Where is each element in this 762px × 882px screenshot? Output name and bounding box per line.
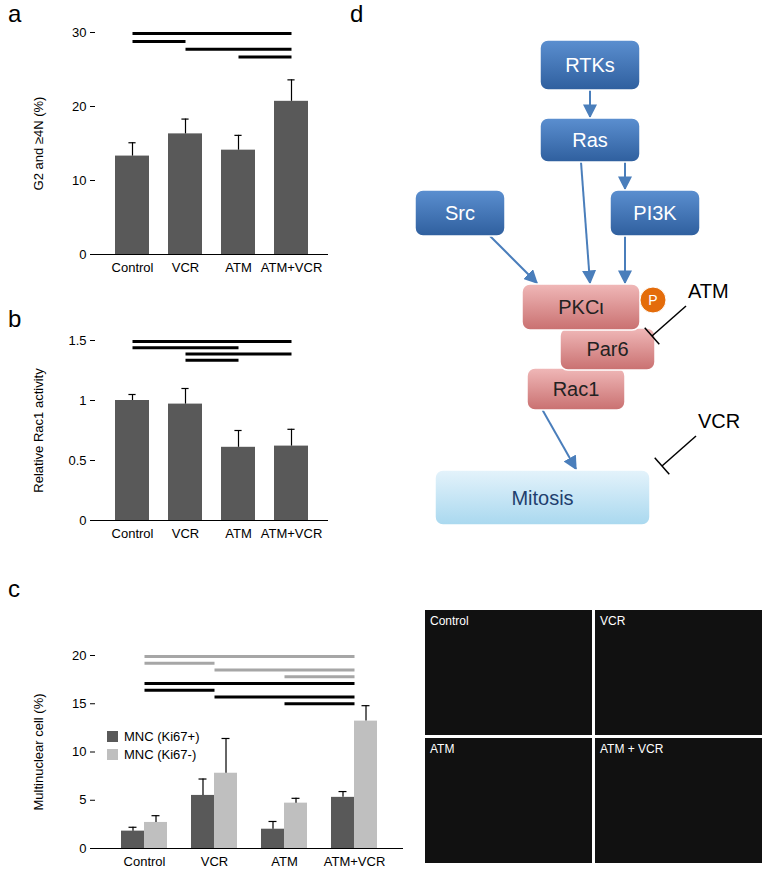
svg-text:ATM: ATM [225,526,251,541]
svg-text:20: 20 [72,99,86,114]
svg-text:VCR: VCR [698,410,740,432]
svg-text:ATM: ATM [225,260,251,275]
html-text:c: c [8,575,20,602]
svg-text:ATM+VCR: ATM+VCR [261,260,323,275]
svg-text:RTKs: RTKs [565,54,615,76]
svg-text:Multinuclear cell (%): Multinuclear cell (%) [31,693,46,810]
html-text:a: a [8,0,22,27]
svg-text:ATM + VCR: ATM + VCR [600,742,664,756]
svg-text:1: 1 [79,393,86,408]
svg-text:PKCι: PKCι [558,296,604,318]
svg-text:Control: Control [430,614,469,628]
html-text:MNC (Ki67+): MNC (Ki67+) [124,729,200,745]
svg-text:Control: Control [112,526,154,541]
svg-text:15: 15 [72,696,86,711]
svg-text:VCR: VCR [201,854,228,869]
svg-text:0.5: 0.5 [68,453,86,468]
svg-text:Src: Src [445,202,475,224]
svg-text:20: 20 [72,648,86,663]
svg-text:P: P [648,292,657,308]
svg-text:ATM: ATM [271,854,297,869]
svg-text:VCR: VCR [172,526,199,541]
svg-text:1.5: 1.5 [68,333,86,348]
svg-text:5: 5 [79,792,86,807]
svg-text:10: 10 [72,173,86,188]
svg-text:0: 0 [79,513,86,528]
svg-text:ATM: ATM [688,280,729,302]
html-text:b: b [8,305,22,332]
html-text:d: d [350,0,364,27]
svg-text:Mitosis: Mitosis [511,487,573,509]
svg-text:ATM: ATM [430,742,454,756]
svg-text:ATM+VCR: ATM+VCR [324,854,386,869]
svg-text:Ras: Ras [572,129,608,151]
svg-text:0: 0 [79,247,86,262]
html-text:MNC (Ki67-): MNC (Ki67-) [124,747,197,763]
svg-text:ATM+VCR: ATM+VCR [261,526,323,541]
svg-text:30: 30 [72,25,86,40]
svg-text:PI3K: PI3K [633,202,677,224]
svg-text:VCR: VCR [600,614,626,628]
svg-text:0: 0 [79,841,86,856]
svg-text:Rac1: Rac1 [553,378,600,400]
svg-text:G2 and ≥4N (%): G2 and ≥4N (%) [31,97,46,191]
svg-text:Control: Control [124,854,166,869]
svg-text:Control: Control [112,260,154,275]
svg-text:10: 10 [72,744,86,759]
svg-text:VCR: VCR [172,260,199,275]
svg-text:Par6: Par6 [586,338,628,360]
svg-text:Relative Rac1 activity: Relative Rac1 activity [31,368,46,493]
